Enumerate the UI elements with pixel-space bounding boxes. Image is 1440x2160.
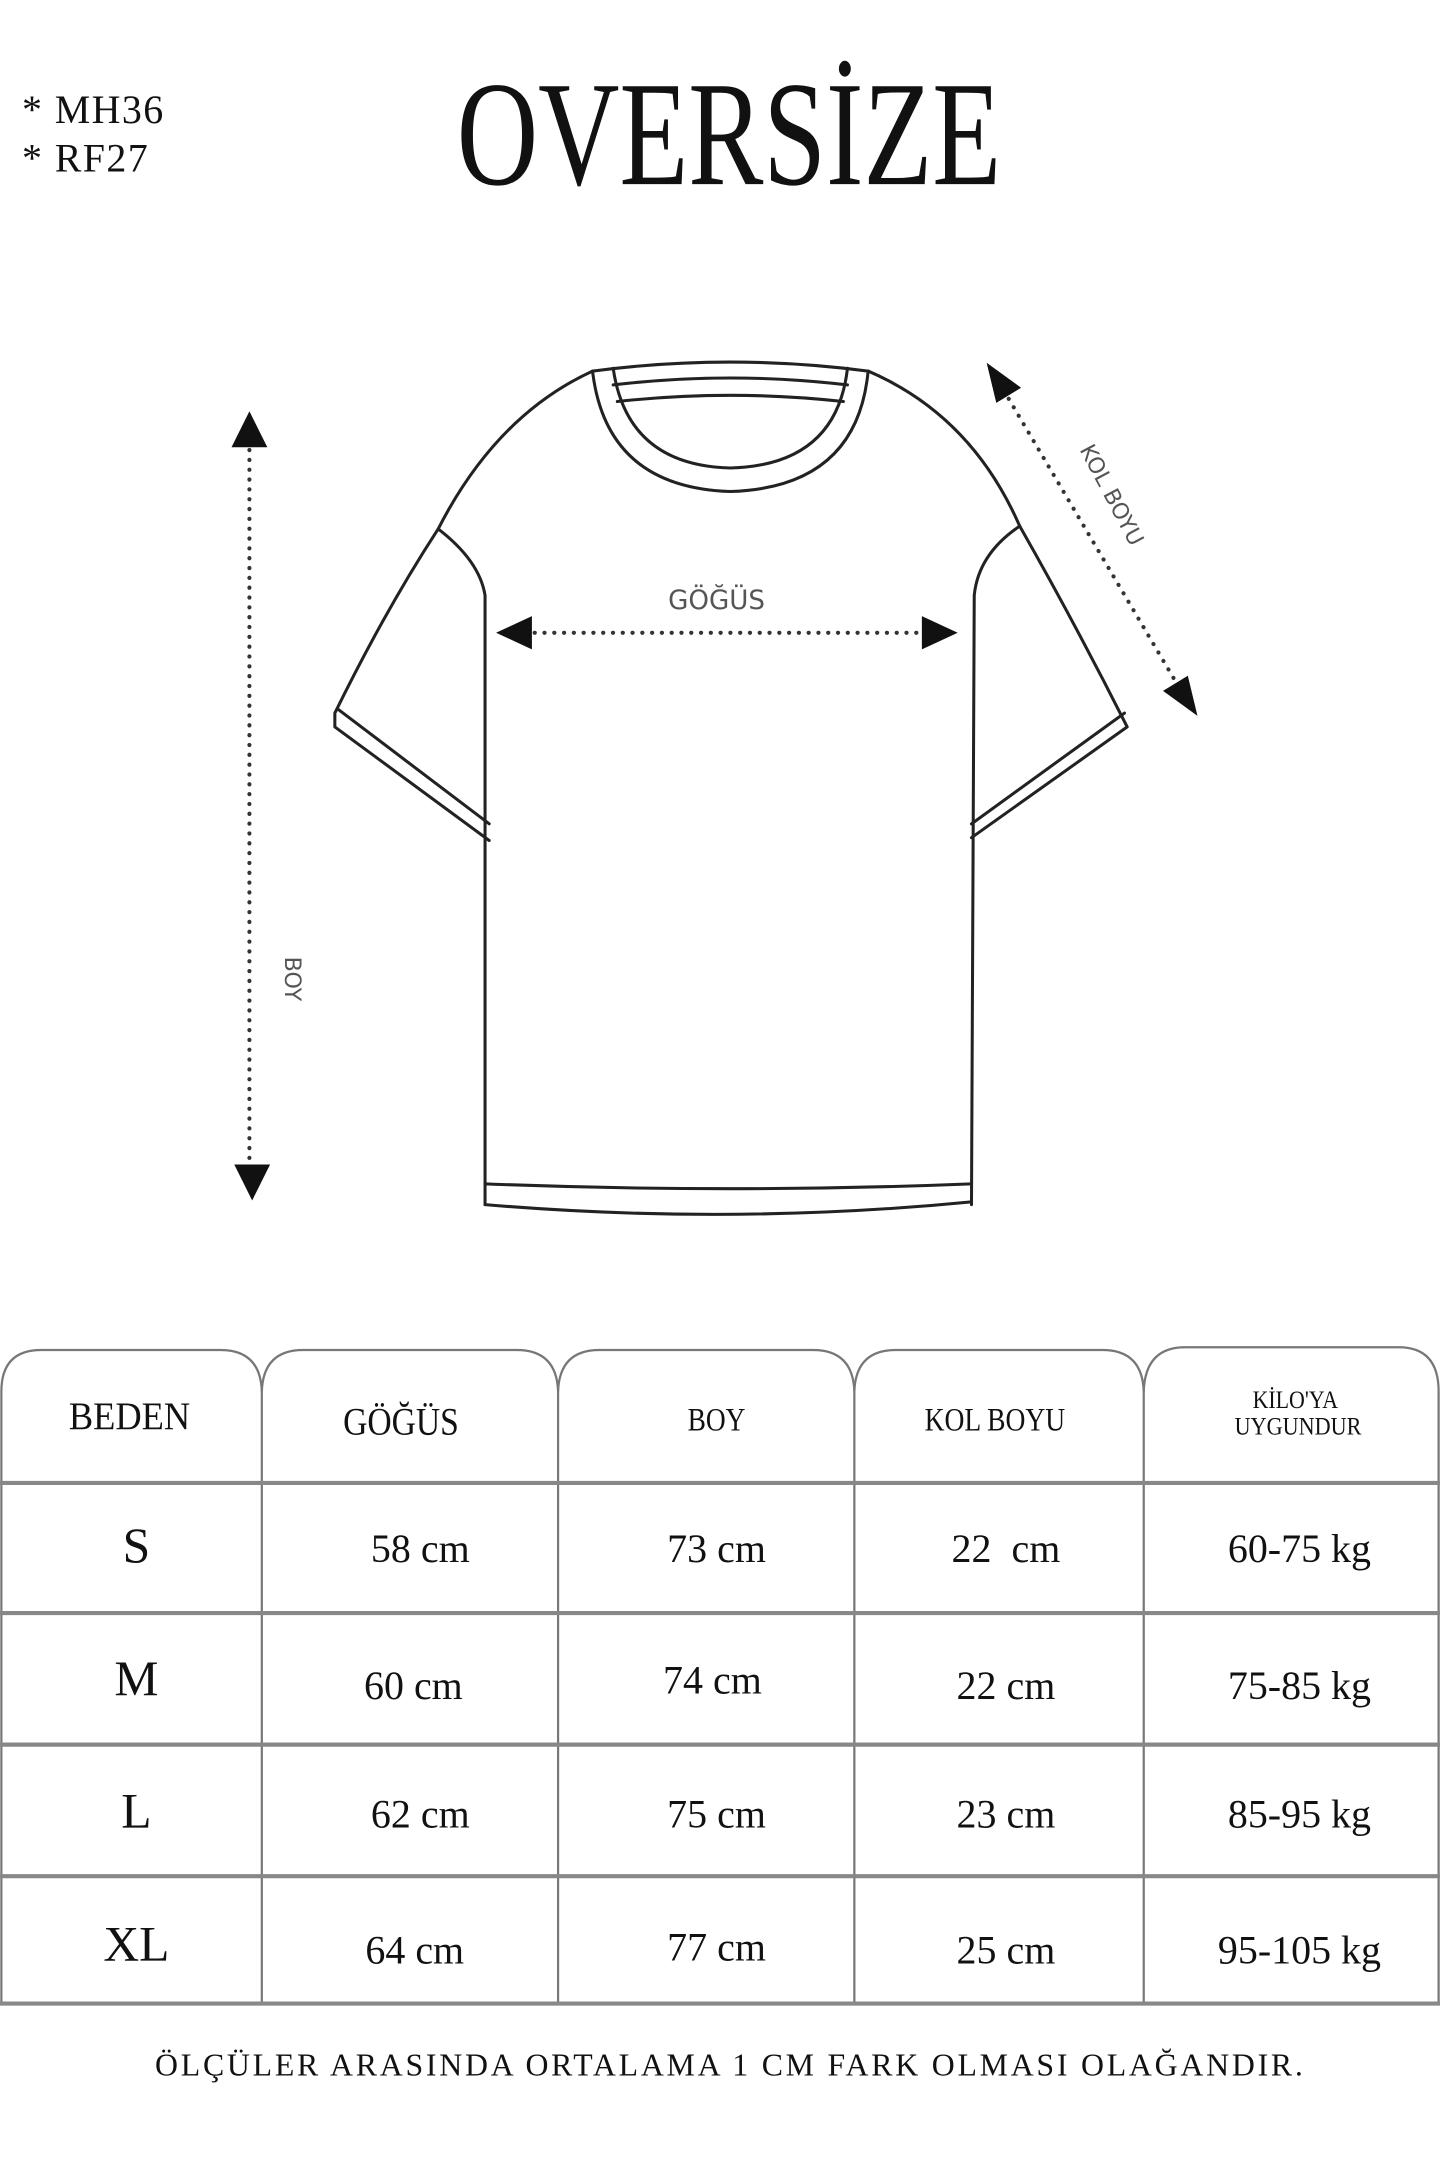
cell-sleeve: 25 cm [957, 1927, 1056, 1972]
chest-label: GÖĞÜS [668, 583, 765, 616]
cell-weight: 95-105 kg [1218, 1927, 1381, 1972]
cell-weight: 60-75 kg [1228, 1526, 1371, 1571]
sleeve-label: KOL BOYU [1074, 440, 1149, 550]
tshirt-diagram [333, 360, 1129, 1216]
chest-arrow [496, 616, 958, 650]
table-row: M 60 cm 74 cm 22 cm 75-85 kg [114, 1651, 1371, 1708]
footer-note: ÖLÇÜLER ARASINDA ORTALAMA 1 CM FARK OLMA… [155, 2047, 1306, 2082]
cell-sleeve: 23 cm [957, 1792, 1056, 1837]
cell-weight: 75-85 kg [1228, 1663, 1371, 1708]
cell-length: 74 cm [663, 1657, 762, 1702]
cell-weight: 85-95 kg [1228, 1792, 1371, 1837]
page-title: OVERSİZE [457, 52, 1001, 217]
cell-length: 75 cm [667, 1792, 766, 1837]
size-table [0, 1346, 1440, 2006]
cell-chest: 58 cm [371, 1526, 470, 1571]
table-row: L 62 cm 75 cm 23 cm 85-95 kg [121, 1784, 1371, 1839]
length-label: BOY [279, 957, 305, 1002]
header-kol-boyu: KOL BOYU [925, 1401, 1066, 1438]
table-header: BEDEN GÖĞÜS BOY KOL BOYU KİLO'YA UYGUNDU… [69, 1387, 1362, 1443]
header-kiloya: KİLO'YA [1253, 1387, 1338, 1414]
cell-chest: 60 cm [364, 1663, 463, 1708]
table-row: XL 64 cm 77 cm 25 cm 95-105 kg [103, 1917, 1381, 1973]
cell-size: M [114, 1651, 158, 1706]
code-rf27: * RF27 [22, 136, 149, 181]
code-mh36: * MH36 [22, 87, 165, 132]
cell-size: XL [103, 1917, 169, 1972]
cell-chest: 64 cm [365, 1927, 464, 1972]
sleeve-arrow [986, 362, 1198, 716]
cell-sleeve: 22 cm [957, 1663, 1056, 1708]
header-uygundur: UYGUNDUR [1235, 1413, 1362, 1440]
cell-size: L [121, 1784, 151, 1839]
header-boy: BOY [688, 1401, 746, 1438]
cell-sleeve: 22 cm [952, 1526, 1061, 1571]
table-row: S 58 cm 73 cm 22 cm 60-75 kg [123, 1518, 1371, 1573]
header-beden: BEDEN [69, 1396, 190, 1438]
cell-size: S [123, 1518, 151, 1573]
header-gogus: GÖĞÜS [343, 1401, 459, 1443]
length-arrow [231, 411, 271, 1201]
cell-chest: 62 cm [371, 1792, 470, 1837]
cell-length: 77 cm [667, 1925, 766, 1970]
cell-length: 73 cm [667, 1526, 766, 1571]
